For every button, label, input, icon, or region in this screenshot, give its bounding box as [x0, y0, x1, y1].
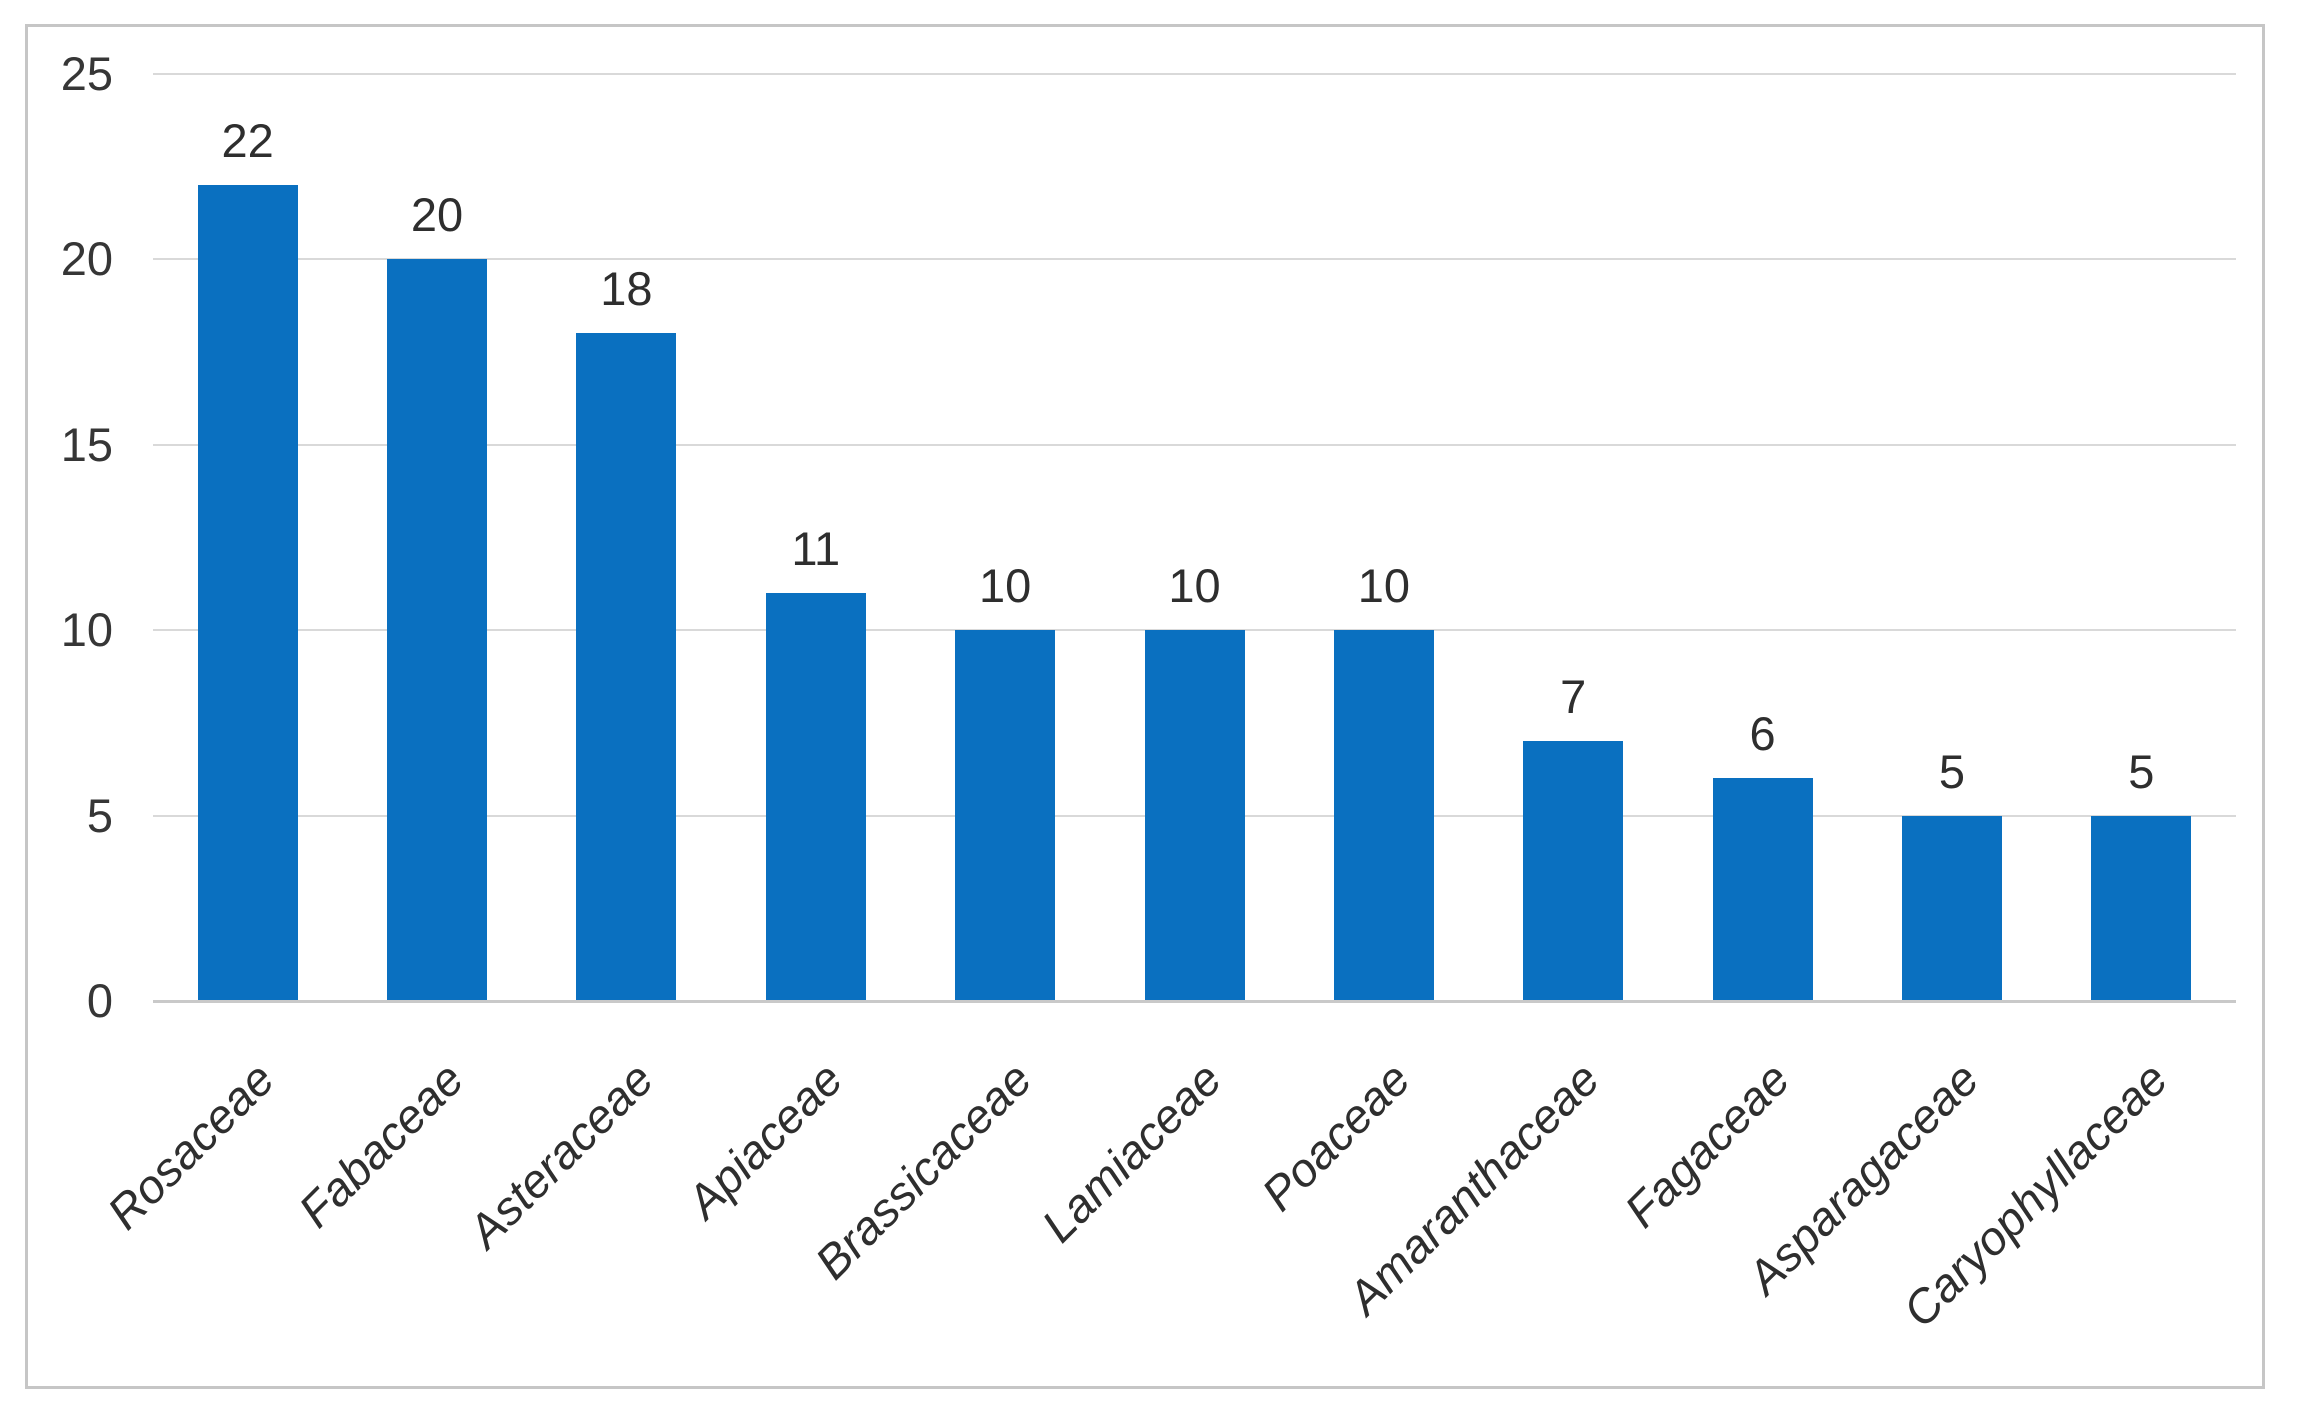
bar — [1901, 815, 2002, 1000]
bar — [1523, 741, 1624, 1000]
bar — [1333, 630, 1434, 1000]
x-category-label-text: Poaceae — [1251, 1051, 1421, 1221]
gridline — [153, 258, 2236, 260]
bar-chart: 0 5 10 15 20 25 22 Rosaceae 20 Fabaceae 18 Asterace… — [25, 24, 2265, 1389]
gridline — [153, 72, 2236, 75]
bar-value-label: 5 — [1938, 744, 1966, 798]
bar-value-label: 18 — [600, 262, 653, 316]
x-category-label-text: Fabaceae — [288, 1051, 474, 1238]
y-tick-label: 5 — [86, 788, 113, 842]
y-tick-label: 25 — [60, 46, 113, 100]
bar — [2091, 815, 2192, 1000]
y-tick-label: 10 — [60, 603, 113, 656]
x-category-label-text: Lamiaceae — [1030, 1051, 1231, 1252]
bar-value-label: 10 — [1357, 559, 1410, 612]
bar — [197, 184, 298, 1000]
x-category-label-text: Rosaceae — [96, 1051, 285, 1240]
bar-value-label: 10 — [1168, 559, 1221, 612]
bar-value-label: 5 — [2128, 744, 2155, 798]
y-tick-label: 20 — [60, 232, 113, 285]
bar — [576, 333, 677, 1000]
bar-value-label: 6 — [1749, 707, 1776, 761]
bar — [387, 259, 488, 1000]
bar — [765, 592, 866, 1000]
bar-value-label: 22 — [221, 113, 274, 167]
gridline — [153, 443, 2236, 446]
bar-value-label: 10 — [978, 559, 1032, 612]
y-tick-label: 15 — [60, 417, 113, 471]
x-category-label-text: Fagaceae — [1613, 1051, 1799, 1238]
bar — [955, 630, 1056, 1000]
x-axis-line — [153, 1000, 2236, 1003]
bar-value-label: 7 — [1560, 670, 1587, 724]
x-category-label-text: Asteraceae — [457, 1051, 663, 1258]
bar-value-label: 20 — [410, 188, 464, 241]
x-category-label-text: Apiaceae — [676, 1051, 853, 1228]
bar — [1144, 630, 1245, 1000]
y-tick-label: 0 — [86, 974, 113, 1027]
bar-value-label: 11 — [791, 521, 841, 575]
bar — [1712, 778, 1813, 1000]
